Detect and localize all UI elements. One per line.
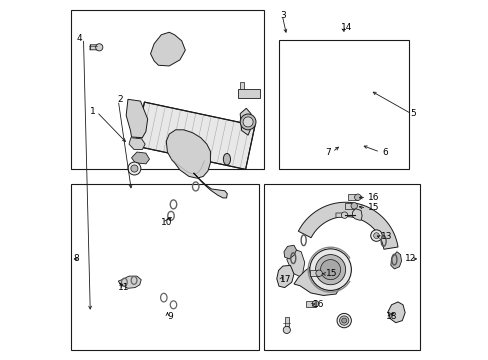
Bar	[70, 184, 258, 350]
Polygon shape	[276, 265, 293, 288]
Polygon shape	[387, 302, 405, 323]
Circle shape	[350, 203, 357, 209]
Bar	[70, 10, 264, 169]
Polygon shape	[166, 130, 210, 178]
Polygon shape	[351, 209, 362, 220]
Polygon shape	[150, 32, 185, 66]
Text: 15: 15	[325, 269, 337, 278]
Circle shape	[315, 255, 345, 285]
Text: 14: 14	[341, 23, 352, 32]
Polygon shape	[284, 245, 296, 259]
Circle shape	[128, 162, 141, 175]
Circle shape	[370, 230, 382, 241]
Bar	[238, 89, 259, 98]
Bar	[240, 82, 244, 89]
Circle shape	[283, 326, 290, 333]
Text: 9: 9	[167, 312, 173, 321]
Text: 1: 1	[90, 107, 96, 116]
Circle shape	[315, 270, 322, 276]
Ellipse shape	[223, 153, 230, 165]
Text: 2: 2	[117, 95, 122, 104]
Polygon shape	[293, 262, 341, 296]
Polygon shape	[135, 102, 254, 170]
Circle shape	[240, 114, 255, 130]
Text: 12: 12	[404, 255, 415, 264]
Polygon shape	[240, 108, 251, 135]
Text: 8: 8	[74, 255, 80, 264]
Text: 16: 16	[367, 193, 378, 202]
Circle shape	[341, 212, 347, 219]
Text: 6: 6	[382, 148, 387, 157]
Text: 3: 3	[280, 10, 285, 19]
Circle shape	[339, 316, 348, 325]
Polygon shape	[298, 202, 397, 249]
Circle shape	[309, 249, 351, 291]
Polygon shape	[118, 276, 141, 288]
Circle shape	[341, 318, 346, 323]
Polygon shape	[309, 270, 319, 276]
Circle shape	[312, 301, 318, 307]
Polygon shape	[305, 301, 315, 307]
Circle shape	[96, 44, 102, 51]
Circle shape	[131, 165, 138, 172]
Polygon shape	[131, 152, 149, 164]
Text: 18: 18	[386, 312, 397, 321]
Circle shape	[243, 117, 253, 127]
Text: 4: 4	[76, 34, 82, 43]
Circle shape	[373, 233, 379, 238]
Text: 5: 5	[409, 109, 415, 118]
Polygon shape	[344, 203, 353, 209]
Text: 11: 11	[118, 283, 129, 292]
Circle shape	[354, 194, 360, 201]
Polygon shape	[335, 213, 344, 217]
Circle shape	[320, 260, 340, 280]
Polygon shape	[193, 173, 227, 198]
Text: 7: 7	[324, 148, 330, 157]
Text: 17: 17	[280, 275, 291, 284]
Polygon shape	[129, 138, 145, 149]
Text: 16: 16	[312, 300, 324, 309]
Bar	[278, 40, 408, 169]
Polygon shape	[348, 194, 357, 200]
Text: 15: 15	[367, 203, 378, 212]
Polygon shape	[126, 99, 147, 138]
Text: 10: 10	[161, 218, 172, 227]
Polygon shape	[90, 45, 99, 50]
Bar	[264, 184, 419, 350]
Circle shape	[336, 314, 351, 328]
Text: 13: 13	[380, 232, 391, 241]
Polygon shape	[390, 252, 401, 269]
Polygon shape	[285, 317, 288, 326]
Polygon shape	[286, 249, 304, 278]
